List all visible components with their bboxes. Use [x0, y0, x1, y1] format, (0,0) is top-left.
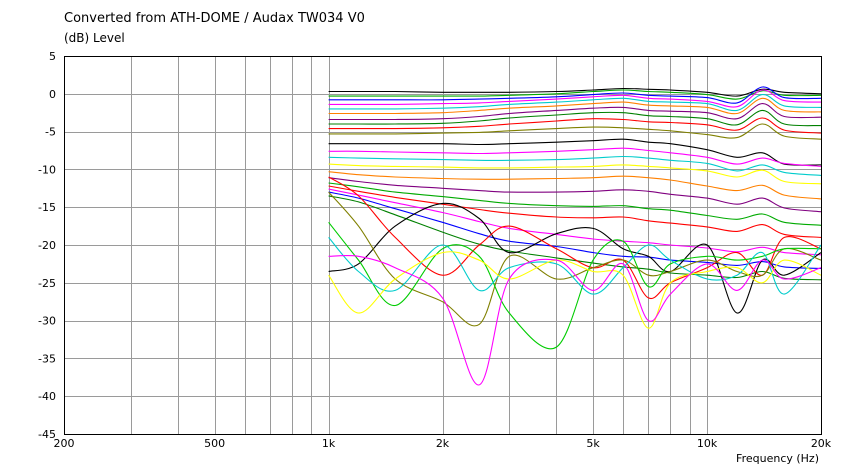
y-tick-label: -40	[38, 390, 56, 403]
series-line-8	[328, 109, 821, 127]
x-tick-label: 2k	[436, 437, 450, 450]
series-line-6	[328, 97, 821, 115]
series-line-9	[328, 117, 821, 134]
y-tick-label: -35	[38, 352, 56, 365]
series-line-4	[328, 89, 821, 108]
series-line-13	[328, 155, 821, 176]
series-line-27	[328, 251, 821, 329]
series-line-10	[328, 123, 821, 140]
y-tick-label: -10	[38, 163, 56, 176]
series-line-7	[328, 103, 821, 121]
x-tick-label: 1k	[322, 437, 336, 450]
series-line-14	[328, 163, 821, 185]
series-line-12	[328, 147, 821, 167]
y-tick-label: -15	[38, 201, 56, 214]
chart-title: Converted from ATH-DOME / Audax TW034 V0	[64, 11, 365, 26]
plot-area	[328, 86, 821, 386]
series-line-20	[328, 191, 821, 269]
x-tick-label: 500	[204, 437, 225, 450]
plot-frame	[64, 56, 822, 435]
series-line-1	[328, 87, 821, 97]
x-tick-label: 10k	[697, 437, 718, 450]
y-tick-label: -30	[38, 315, 56, 328]
series-line-28	[328, 254, 821, 386]
series-line-16	[328, 177, 821, 213]
series-line-17	[328, 182, 821, 226]
x-tick-label: 5k	[586, 437, 600, 450]
y-tick-label: -25	[38, 277, 56, 290]
y-tick-label: 0	[49, 88, 56, 101]
series-line-19	[328, 188, 821, 256]
y-tick-label: -20	[38, 239, 56, 252]
series-line-3	[328, 86, 821, 104]
series-line-21	[328, 195, 821, 281]
x-tick-labels: 200 500 1k 2k 5k 10k 20k	[54, 437, 832, 450]
series-line-5	[328, 94, 821, 112]
series-line-18	[328, 185, 821, 238]
series-line-11	[328, 138, 821, 166]
series-line-26	[328, 237, 821, 295]
x-axis-label: Frequency (Hz)	[736, 452, 819, 465]
x-tick-label: 20k	[811, 437, 832, 450]
series-line-25	[328, 221, 821, 350]
y-axis-label: (dB) Level	[64, 31, 125, 45]
series-line-15	[328, 171, 821, 200]
y-tick-label: -5	[45, 126, 56, 139]
y-tick-label: 5	[49, 50, 56, 63]
y-tick-labels: 5 0 -5 -10 -15 -20 -25 -30 -35 -40 -45	[38, 50, 56, 441]
y-tick-label: -45	[38, 428, 56, 441]
x-tick-label: 200	[54, 437, 75, 450]
series-group	[328, 86, 821, 386]
series-line-22	[328, 202, 821, 314]
